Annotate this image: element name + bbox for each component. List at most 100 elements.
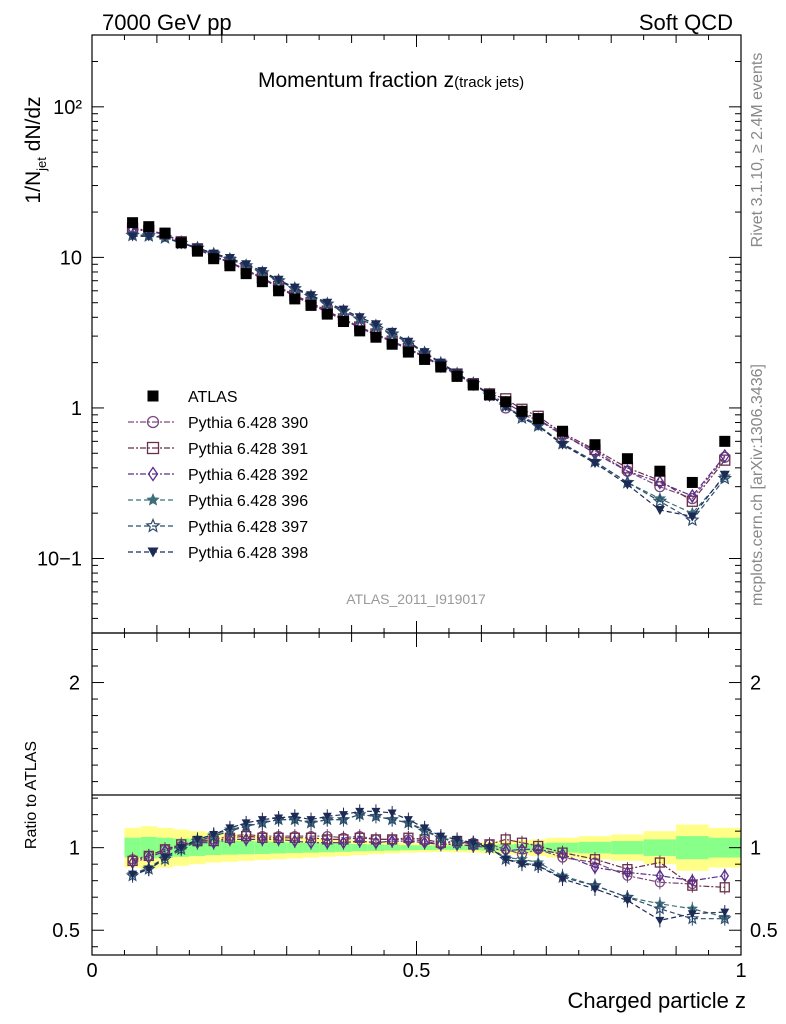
data-point: [370, 331, 382, 343]
data-point: [338, 305, 349, 315]
ratio-point: [501, 855, 511, 864]
ratio-point: [485, 844, 495, 853]
legend-entry: Pythia 6.428 396: [128, 492, 308, 510]
data-point: [467, 379, 479, 391]
ratio-point: [355, 807, 365, 816]
ratio-point: [387, 834, 397, 848]
uncertainty-band-inner: [221, 840, 239, 855]
data-point: [289, 293, 301, 305]
data-point: [386, 338, 398, 350]
ratio-point: [290, 834, 300, 848]
legend-marker: [146, 415, 160, 429]
uncertainty-band-inner: [124, 837, 141, 858]
ratio-point: [241, 819, 251, 828]
data-point: [687, 512, 698, 522]
data-point: [402, 346, 414, 358]
x-tick-label: 0.5: [403, 960, 431, 982]
ratio-point: [274, 814, 284, 823]
ratio-y-tick-label-right: 1: [750, 838, 761, 860]
ratio-point: [257, 816, 267, 825]
ratio-point: [719, 882, 730, 893]
ratio-point: [420, 836, 429, 850]
ratio-point: [653, 901, 667, 915]
data-point: [435, 361, 447, 373]
data-point: [654, 465, 666, 477]
data-point: [654, 481, 666, 493]
ratio-point: [436, 832, 446, 841]
ratio-point: [403, 816, 413, 825]
data-point: [240, 268, 252, 280]
data-point: [305, 299, 317, 311]
data-point: [719, 470, 730, 480]
data-point: [557, 425, 569, 437]
data-point: [191, 245, 203, 257]
data-point: [257, 267, 268, 277]
ratio-point: [622, 897, 632, 906]
legend-marker: [146, 441, 160, 455]
data-point: [387, 327, 398, 337]
legend-entry: Pythia 6.428 392: [128, 466, 308, 484]
data-point: [532, 413, 544, 425]
ratio-point: [687, 910, 697, 919]
data-point: [419, 348, 430, 358]
data-point: [557, 440, 568, 450]
data-point: [687, 488, 698, 504]
data-point: [589, 459, 600, 469]
data-point: [273, 285, 285, 297]
ratio-point: [420, 824, 430, 833]
legend-entry: Pythia 6.428 397: [128, 517, 308, 536]
ratio-y-tick-label: 2: [69, 673, 80, 695]
ratio-point: [500, 834, 511, 845]
ratio-point: [717, 911, 732, 925]
energy-label: 7000 GeV pp: [102, 10, 232, 35]
uncertainty-band-inner: [270, 841, 287, 854]
ratio-point: [517, 860, 527, 869]
legend-label: Pythia 6.428 390: [188, 415, 308, 432]
ratio-point: [655, 869, 665, 883]
data-point: [419, 353, 431, 365]
ratio-point: [306, 816, 316, 825]
data-point: [224, 254, 235, 264]
data-point: [719, 435, 731, 447]
data-point: [533, 421, 544, 431]
ratio-point: [160, 854, 170, 863]
ratio-point: [533, 842, 543, 857]
x-axis-label: Charged particle z: [567, 988, 746, 1013]
legend-label: ATLAS: [188, 389, 238, 406]
legend-marker: [145, 517, 161, 533]
data-point: [370, 320, 381, 330]
ratio-point: [144, 865, 154, 874]
data-point: [686, 495, 698, 507]
x-tick-label: 1: [735, 960, 746, 982]
data-point: [306, 291, 317, 301]
ratio-point: [590, 860, 600, 875]
ratio-point: [192, 835, 202, 844]
data-point: [143, 221, 155, 233]
legend-entry: Pythia 6.428 390: [128, 415, 308, 432]
ratio-point: [720, 869, 730, 883]
ratio-panel: 0.5 0.51 12 20 0.5 1 Ratio to ATLAS Charged p…: [23, 632, 778, 1013]
legend-entry: Pythia 6.428 391: [128, 441, 308, 458]
data-point: [322, 298, 333, 308]
series-atlas: [127, 217, 731, 488]
data-point: [621, 453, 633, 465]
data-point: [717, 470, 733, 485]
uncertainty-band-inner: [708, 837, 741, 858]
uncertainty-band-inner: [238, 841, 255, 855]
legend-label: Pythia 6.428 398: [188, 545, 308, 562]
data-point: [484, 389, 496, 401]
ratio-point: [209, 836, 218, 850]
main-y-axis-label: 1/Njet dN/dz: [22, 96, 49, 203]
data-point: [241, 260, 252, 270]
data-point: [127, 217, 139, 229]
ratio-y-axis-label: Ratio to ATLAS: [23, 741, 40, 849]
data-point: [686, 476, 698, 488]
data-point: [652, 493, 668, 508]
ratio-point: [338, 811, 348, 820]
data-point: [337, 316, 349, 328]
ratio-point: [436, 837, 446, 852]
ratio-point: [720, 908, 730, 917]
legend-marker: [147, 390, 159, 402]
legend-marker: [147, 547, 159, 558]
